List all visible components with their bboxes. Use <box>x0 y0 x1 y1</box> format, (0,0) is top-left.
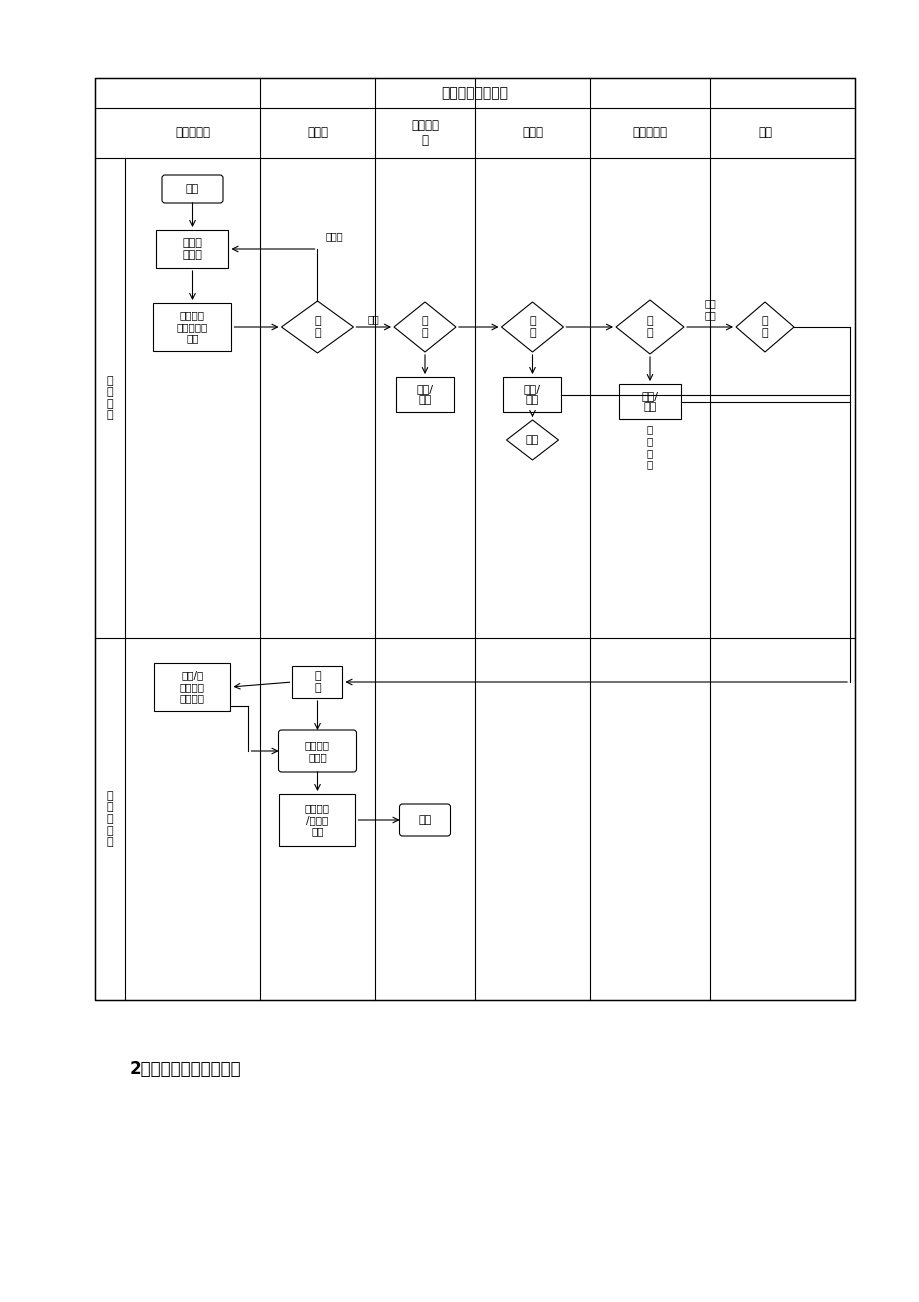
Text: 提出支
付申请: 提出支 付申请 <box>182 238 202 260</box>
Bar <box>503 378 561 411</box>
Text: 财务处: 财务处 <box>521 126 542 139</box>
Text: 登记现金
/银行日
记账: 登记现金 /银行日 记账 <box>305 803 330 837</box>
Text: 付
款
和
记
账: 付 款 和 记 账 <box>107 790 113 848</box>
Polygon shape <box>616 299 683 354</box>
Text: 全额: 全额 <box>526 435 539 445</box>
Text: 业务经办人: 业务经办人 <box>175 126 210 139</box>
Text: 2、流程节点简要说明：: 2、流程节点简要说明： <box>130 1060 242 1078</box>
Text: 签字/盖
章以确认
收到款项: 签字/盖 章以确认 收到款项 <box>180 671 205 703</box>
Text: 开始: 开始 <box>186 184 199 194</box>
Text: 审
核: 审 核 <box>421 316 428 337</box>
Text: 限额
以外: 限额 以外 <box>703 298 715 320</box>
Text: 局长: 局长 <box>757 126 771 139</box>
Text: 签字/
盖章: 签字/ 盖章 <box>641 391 658 413</box>
FancyBboxPatch shape <box>278 730 357 772</box>
Text: 货币资金业务流程: 货币资金业务流程 <box>441 86 508 100</box>
Bar <box>153 303 232 352</box>
Text: 审
批: 审 批 <box>761 316 767 337</box>
Text: 支出审批
单据、原始
凭证: 支出审批 单据、原始 凭证 <box>176 310 208 344</box>
Bar <box>395 378 453 411</box>
Text: 分管副局长: 分管副局长 <box>632 126 667 139</box>
Text: 初
审: 初 审 <box>314 316 321 337</box>
Text: 支
出
审
批: 支 出 审 批 <box>107 375 113 421</box>
Polygon shape <box>393 302 456 352</box>
Polygon shape <box>506 421 558 460</box>
Text: 审
核: 审 核 <box>528 316 535 337</box>
FancyBboxPatch shape <box>399 805 450 836</box>
Text: 结束: 结束 <box>418 815 431 825</box>
Text: 不合格: 不合格 <box>325 230 343 241</box>
Bar <box>154 663 231 711</box>
Text: 签字/
盖章: 签字/ 盖章 <box>524 384 540 405</box>
Bar <box>292 667 342 698</box>
Text: 付
款: 付 款 <box>314 672 321 693</box>
Text: 财务处: 财务处 <box>307 126 328 139</box>
Bar <box>279 794 355 846</box>
Polygon shape <box>281 301 353 353</box>
FancyBboxPatch shape <box>162 174 222 203</box>
Text: 审
核: 审 核 <box>646 316 652 337</box>
Text: 限
额
以
内: 限 额 以 内 <box>646 424 652 470</box>
Bar <box>156 230 228 268</box>
Text: 收据／银
行回单: 收据／银 行回单 <box>305 741 330 762</box>
Bar <box>618 384 680 419</box>
Text: 处室负责
人: 处室负责 人 <box>411 118 438 147</box>
Polygon shape <box>501 302 562 352</box>
Text: 签字/
盖章: 签字/ 盖章 <box>416 384 433 405</box>
Text: 合格: 合格 <box>368 314 380 324</box>
Bar <box>95 78 854 1000</box>
Polygon shape <box>735 302 793 352</box>
